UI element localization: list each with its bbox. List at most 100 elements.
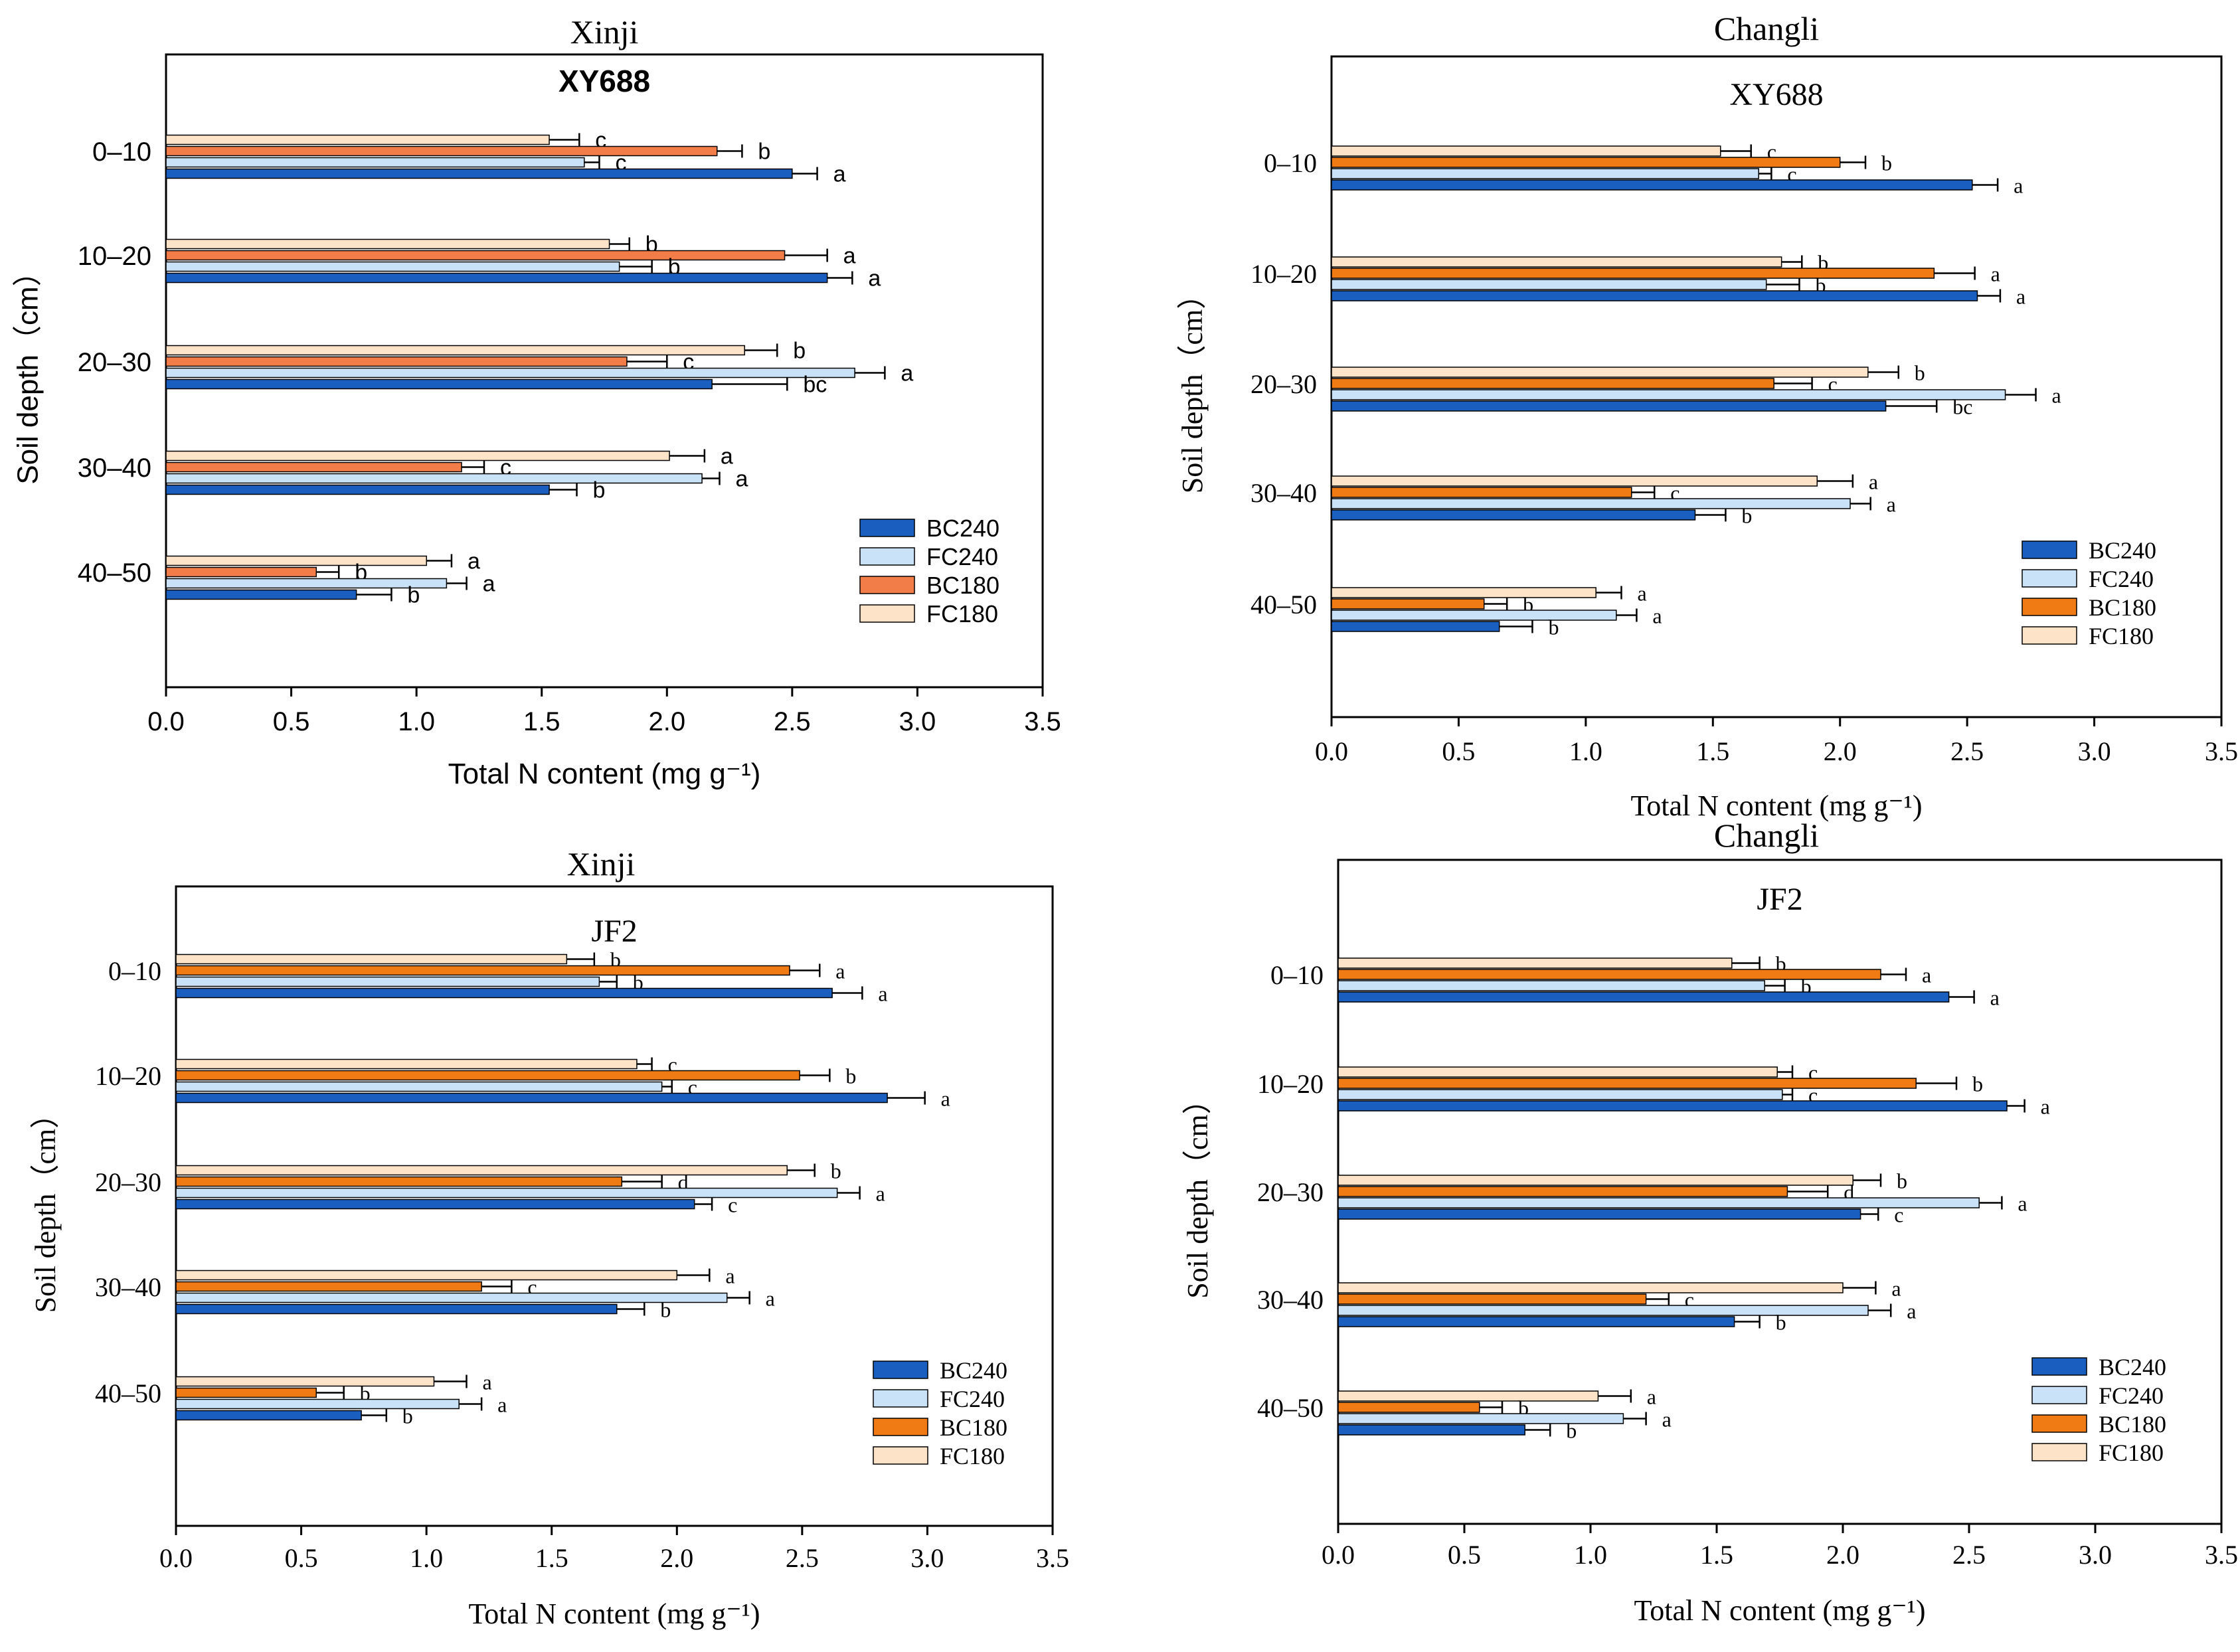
- bar-fc180-2: [175, 1058, 638, 1070]
- bar-bc240-3: [1331, 400, 1887, 412]
- significance-letter: a: [1662, 1408, 1672, 1432]
- significance-letter: b: [660, 1298, 671, 1322]
- significance-letter: b: [1897, 1169, 1907, 1193]
- legend-swatch-bc180: [859, 576, 915, 594]
- bar-fc240-3: [1331, 389, 2006, 400]
- x-axis-label: Total N content (mg g⁻¹): [1634, 1594, 1925, 1627]
- significance-letter: a: [1891, 1277, 1901, 1301]
- bar-fc240-5: [1337, 1413, 1624, 1424]
- y-tick-label: 40–50: [1250, 590, 1317, 620]
- significance-letter: a: [1990, 986, 2000, 1010]
- bar-fc240-4: [175, 1292, 728, 1303]
- legend-swatch-fc180: [859, 604, 915, 623]
- bar-fc180-5: [1337, 1390, 1599, 1402]
- significance-letter: a: [735, 467, 748, 492]
- bar-bc180-5: [165, 566, 317, 578]
- legend-label-fc180: FC180: [926, 600, 998, 627]
- bar-fc180-2: [165, 238, 610, 250]
- bar-bc240-5: [1331, 621, 1500, 632]
- legend-label-fc240: FC240: [2089, 566, 2154, 592]
- bar-fc240-1: [165, 157, 585, 168]
- x-tick-label: 3.0: [2078, 736, 2111, 766]
- significance-letter: a: [721, 444, 733, 469]
- legend-label-fc180: FC180: [2099, 1440, 2164, 1466]
- significance-letter: b: [1915, 361, 1925, 385]
- legend-swatch-fc180: [873, 1446, 928, 1465]
- significance-letter: a: [1869, 470, 1878, 494]
- legend-label-bc240: BC240: [940, 1357, 1007, 1384]
- bar-bc180-5: [175, 1387, 317, 1398]
- bar-fc180-1: [175, 953, 568, 965]
- significance-letter: a: [835, 959, 845, 983]
- bar-bc180-2: [1337, 1078, 1917, 1089]
- bar-fc240-5: [1331, 610, 1617, 621]
- bar-bc180-4: [165, 461, 462, 473]
- legend-label-fc240: FC240: [2099, 1382, 2164, 1409]
- bar-fc240-4: [1337, 1305, 1869, 1316]
- panel-title: XY688: [559, 64, 650, 98]
- x-tick-label: 2.5: [1952, 1540, 1986, 1570]
- bar-fc180-4: [165, 450, 670, 461]
- significance-letter: a: [878, 982, 887, 1006]
- legend-swatch-bc240: [859, 519, 915, 537]
- x-tick-label: 1.0: [1569, 736, 1602, 766]
- significance-letter: a: [1647, 1385, 1656, 1409]
- bar-fc180-5: [175, 1376, 435, 1387]
- bar-bc180-4: [175, 1281, 482, 1292]
- significance-letter: b: [845, 1064, 856, 1088]
- x-tick-label: 2.5: [786, 1543, 819, 1573]
- x-tick-label: 0.5: [1448, 1540, 1481, 1570]
- significance-letter: a: [766, 1287, 775, 1311]
- legend-swatch-fc240: [873, 1389, 928, 1408]
- significance-letter: a: [497, 1393, 507, 1417]
- bar-fc180-1: [1331, 145, 1721, 157]
- significance-letter: b: [407, 583, 420, 608]
- legend-swatch-bc180: [873, 1418, 928, 1436]
- x-tick-label: 3.5: [2205, 1540, 2238, 1570]
- bar-fc180-4: [1337, 1282, 1844, 1293]
- bar-bc180-2: [165, 250, 786, 261]
- bar-fc180-3: [175, 1165, 788, 1176]
- bar-bc240-4: [165, 484, 550, 495]
- x-tick-label: 1.0: [1574, 1540, 1607, 1570]
- x-tick-label: 2.5: [1950, 736, 1984, 766]
- bar-fc240-1: [1331, 168, 1759, 179]
- y-tick-label: 10–20: [78, 242, 151, 271]
- significance-letter: a: [483, 572, 495, 597]
- bar-fc180-1: [165, 134, 550, 145]
- x-axis-label: Total N content (mg g⁻¹): [448, 758, 761, 790]
- y-tick-label: 10–20: [1257, 1069, 1324, 1099]
- legend-swatch-fc240: [859, 547, 915, 566]
- site-title: Changli: [1714, 817, 1819, 854]
- bar-fc180-2: [1337, 1066, 1778, 1078]
- x-tick-label: 2.0: [1824, 736, 1857, 766]
- bar-bc180-5: [1331, 598, 1485, 610]
- significance-letter: a: [868, 266, 881, 291]
- significance-letter: b: [1881, 151, 1892, 175]
- significance-letter: b: [1566, 1419, 1577, 1443]
- bar-bc180-2: [175, 1070, 800, 1081]
- y-tick-label: 20–30: [1257, 1177, 1324, 1207]
- y-axis-label: Soil depth（cm）: [1181, 1085, 1214, 1298]
- y-tick-label: 30–40: [1250, 478, 1317, 508]
- y-tick-label: 10–20: [1250, 259, 1317, 289]
- x-tick-label: 1.5: [1696, 736, 1729, 766]
- significance-letter: a: [2018, 1192, 2027, 1216]
- x-tick-label: 0.0: [159, 1543, 193, 1573]
- legend-label-fc180: FC180: [2089, 623, 2154, 649]
- x-tick-label: 1.0: [410, 1543, 443, 1573]
- bar-fc240-4: [165, 473, 703, 484]
- x-tick-label: 0.5: [285, 1543, 318, 1573]
- y-tick-label: 0–10: [92, 137, 151, 167]
- x-tick-label: 0.5: [1442, 736, 1475, 766]
- bar-bc240-2: [165, 272, 828, 284]
- x-tick-label: 2.0: [1826, 1540, 1859, 1570]
- chart-panel-2: Changli XY688 0.0 0.5 1.0 1.5 2.0 2.5 3.0 3.5 Tota…: [1176, 10, 2238, 822]
- y-tick-label: 0–10: [108, 956, 161, 986]
- x-tick-label: 0.0: [1322, 1540, 1355, 1570]
- bar-fc180-3: [1337, 1175, 1853, 1186]
- legend-swatch-fc240: [2031, 1386, 2087, 1404]
- bar-fc240-3: [175, 1187, 838, 1198]
